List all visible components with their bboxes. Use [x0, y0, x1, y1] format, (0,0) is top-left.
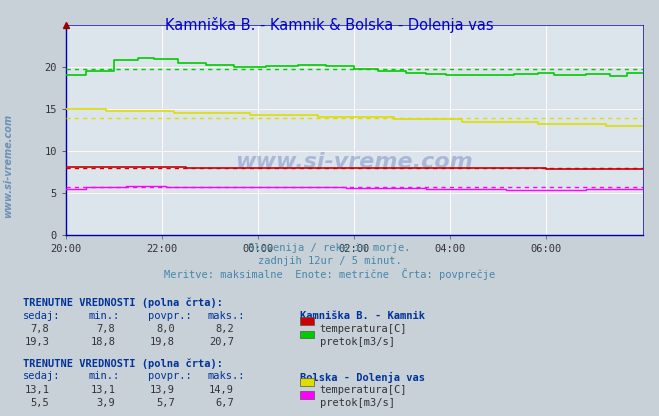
Text: 13,9: 13,9	[150, 385, 175, 395]
Text: 8,0: 8,0	[156, 324, 175, 334]
Text: 5,5: 5,5	[31, 398, 49, 408]
Text: www.si-vreme.com: www.si-vreme.com	[3, 114, 13, 218]
Text: 19,8: 19,8	[150, 337, 175, 347]
Text: Bolska - Dolenja vas: Bolska - Dolenja vas	[300, 371, 425, 383]
Text: 20,7: 20,7	[209, 337, 234, 347]
Text: temperatura[C]: temperatura[C]	[320, 324, 407, 334]
Text: zadnjih 12ur / 5 minut.: zadnjih 12ur / 5 minut.	[258, 256, 401, 266]
Text: 18,8: 18,8	[90, 337, 115, 347]
Text: TRENUTNE VREDNOSTI (polna črta):: TRENUTNE VREDNOSTI (polna črta):	[23, 297, 223, 308]
Text: pretok[m3/s]: pretok[m3/s]	[320, 398, 395, 408]
Text: 3,9: 3,9	[97, 398, 115, 408]
Text: maks.:: maks.:	[208, 371, 245, 381]
Text: Kamniška B. - Kamnik: Kamniška B. - Kamnik	[300, 311, 425, 321]
Text: 5,7: 5,7	[156, 398, 175, 408]
Text: TRENUTNE VREDNOSTI (polna črta):: TRENUTNE VREDNOSTI (polna črta):	[23, 358, 223, 369]
Text: 14,9: 14,9	[209, 385, 234, 395]
Text: povpr.:: povpr.:	[148, 311, 192, 321]
Text: sedaj:: sedaj:	[23, 311, 61, 321]
Text: povpr.:: povpr.:	[148, 371, 192, 381]
Text: www.si-vreme.com: www.si-vreme.com	[235, 151, 473, 171]
Text: min.:: min.:	[89, 371, 120, 381]
Text: Meritve: maksimalne  Enote: metrične  Črta: povprečje: Meritve: maksimalne Enote: metrične Črta…	[164, 268, 495, 280]
Text: 13,1: 13,1	[90, 385, 115, 395]
Text: Slovenija / reke in morje.: Slovenija / reke in morje.	[248, 243, 411, 253]
Text: min.:: min.:	[89, 311, 120, 321]
Text: sedaj:: sedaj:	[23, 371, 61, 381]
Text: pretok[m3/s]: pretok[m3/s]	[320, 337, 395, 347]
Text: 6,7: 6,7	[215, 398, 234, 408]
Text: 13,1: 13,1	[24, 385, 49, 395]
Text: 19,3: 19,3	[24, 337, 49, 347]
Text: temperatura[C]: temperatura[C]	[320, 385, 407, 395]
Text: maks.:: maks.:	[208, 311, 245, 321]
Text: 8,2: 8,2	[215, 324, 234, 334]
Text: Kamniška B. - Kamnik & Bolska - Dolenja vas: Kamniška B. - Kamnik & Bolska - Dolenja …	[165, 17, 494, 32]
Text: 7,8: 7,8	[97, 324, 115, 334]
Text: 7,8: 7,8	[31, 324, 49, 334]
